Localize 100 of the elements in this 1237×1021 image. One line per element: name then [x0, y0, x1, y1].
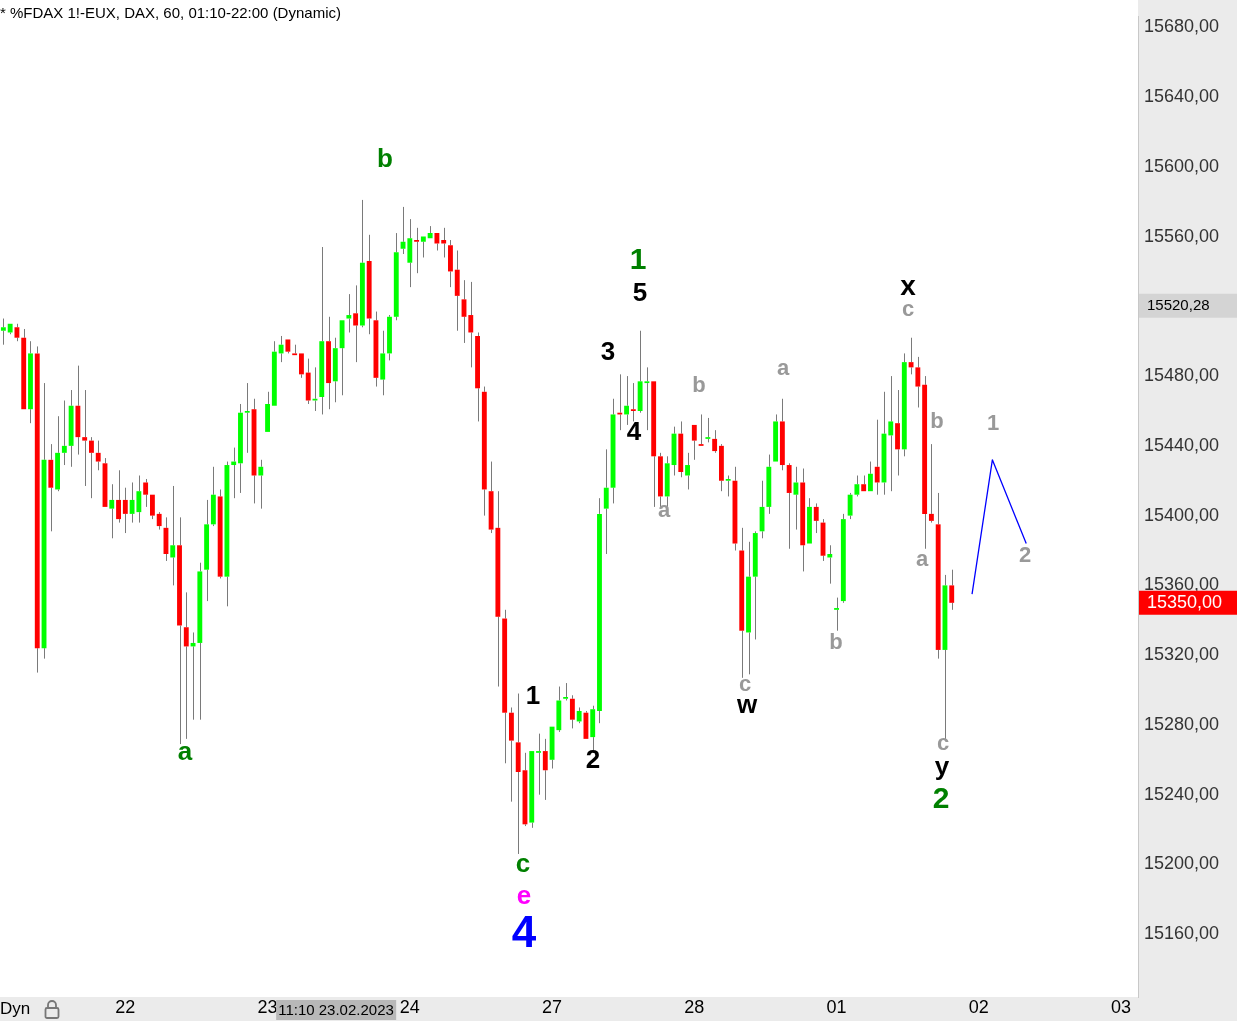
- candlestick: [7, 323, 13, 335]
- candlestick: [387, 314, 392, 361]
- x-tick-label: 03: [1111, 996, 1132, 1017]
- candlestick: [28, 340, 33, 424]
- annotation: 2: [1018, 542, 1032, 568]
- y-tick-label: 15600,00: [1144, 155, 1220, 176]
- candlestick: [752, 530, 758, 640]
- candlestick: [448, 239, 453, 288]
- candlestick: [915, 356, 921, 408]
- candlestick: [82, 389, 88, 487]
- candlestick: [149, 494, 155, 520]
- candlestick: [868, 461, 873, 492]
- x-tick-label: 27: [542, 996, 563, 1017]
- candlestick: [888, 375, 894, 492]
- candlestick: [651, 381, 657, 508]
- annotation: 1: [629, 242, 647, 276]
- candlestick: [542, 738, 548, 801]
- annotation: a: [776, 355, 790, 381]
- x-tick-label: 22: [115, 996, 136, 1017]
- candlestick: [922, 375, 928, 550]
- candlestick: [75, 365, 81, 456]
- candlestick: [834, 597, 839, 632]
- x-tick-label: 01: [826, 996, 847, 1017]
- candlestick: [928, 443, 934, 524]
- annotation: 1: [986, 410, 1000, 436]
- candlestick: [48, 443, 54, 532]
- text: 15520,28: [1147, 295, 1210, 313]
- candlestick: [793, 466, 799, 531]
- candlestick: [14, 323, 20, 342]
- candlestick: [143, 478, 149, 508]
- candlestick: [299, 353, 304, 379]
- candlestick: [156, 511, 162, 531]
- candlestick: [840, 513, 846, 604]
- candlestick: [116, 469, 121, 524]
- annotation: b: [829, 629, 843, 655]
- candlestick: [21, 328, 27, 410]
- candlestick: [685, 452, 690, 490]
- candlestick: [901, 352, 907, 457]
- candlestick: [332, 337, 338, 403]
- candlestick: [800, 468, 806, 572]
- candlestick: [183, 591, 189, 740]
- candlestick: [705, 417, 711, 443]
- candlestick: [89, 436, 94, 499]
- chart-title: * %FDAX 1!-EUX, DAX, 60, 01:10-22:00 (Dynamic): [0, 4, 341, 21]
- y-tick-label: 15160,00: [1144, 923, 1220, 944]
- candlestick: [468, 281, 474, 368]
- candlestick: [414, 227, 420, 274]
- candlestick: [346, 293, 352, 333]
- candlestick: [718, 443, 724, 492]
- annotation: b: [930, 408, 944, 434]
- candlestick: [420, 236, 426, 258]
- candlestick: [380, 330, 386, 396]
- candlestick: [55, 415, 61, 492]
- text: 11:10 23.02.2023: [276, 1000, 396, 1020]
- candlestick: [434, 233, 440, 252]
- candlestick: [265, 391, 270, 432]
- annotation: b: [692, 372, 706, 398]
- candlestick: [170, 485, 176, 586]
- annotation: c: [515, 848, 531, 879]
- candlestick: [238, 403, 243, 494]
- candlestick: [847, 492, 853, 520]
- annotation: 3: [600, 336, 616, 367]
- candlestick: [949, 569, 955, 611]
- y-tick-label: 15440,00: [1144, 434, 1220, 455]
- candlestick: [353, 284, 359, 363]
- y-tick-label: 15640,00: [1144, 86, 1220, 106]
- candlestick: [339, 320, 345, 396]
- candlestick: [712, 429, 718, 454]
- annotation: b: [377, 143, 393, 174]
- candlestick: [305, 358, 311, 405]
- candlestick: [481, 386, 487, 517]
- candlestick: [895, 389, 900, 477]
- candlestick: [271, 340, 277, 406]
- annotation: a: [177, 736, 193, 767]
- annotation: 2: [585, 744, 601, 775]
- candlestick: [244, 382, 250, 454]
- annotation: 4: [626, 416, 642, 447]
- candlestick: [61, 400, 67, 466]
- candlestick: [935, 492, 941, 660]
- annotation: 2: [932, 781, 950, 815]
- candlestick: [739, 527, 745, 679]
- y-tick-label: 15280,00: [1144, 713, 1220, 734]
- candlestick: [475, 331, 480, 422]
- x-tick-label: 23: [257, 996, 278, 1017]
- candlestick: [583, 710, 589, 739]
- candlestick: [725, 475, 731, 497]
- candlestick: [122, 487, 128, 534]
- candlestick: [454, 250, 460, 332]
- candlestick: [278, 335, 284, 363]
- candlestick: [786, 462, 792, 550]
- candlestick: [366, 234, 372, 335]
- candlestick: [603, 448, 609, 555]
- candlestick: [908, 337, 914, 375]
- candlestick: [746, 541, 751, 675]
- candlestick: [691, 424, 697, 461]
- candlestick: [393, 232, 399, 321]
- candlestick: [68, 389, 74, 468]
- annotation: 5: [632, 277, 648, 308]
- candlestick: [204, 499, 210, 602]
- annotation: c: [738, 671, 752, 697]
